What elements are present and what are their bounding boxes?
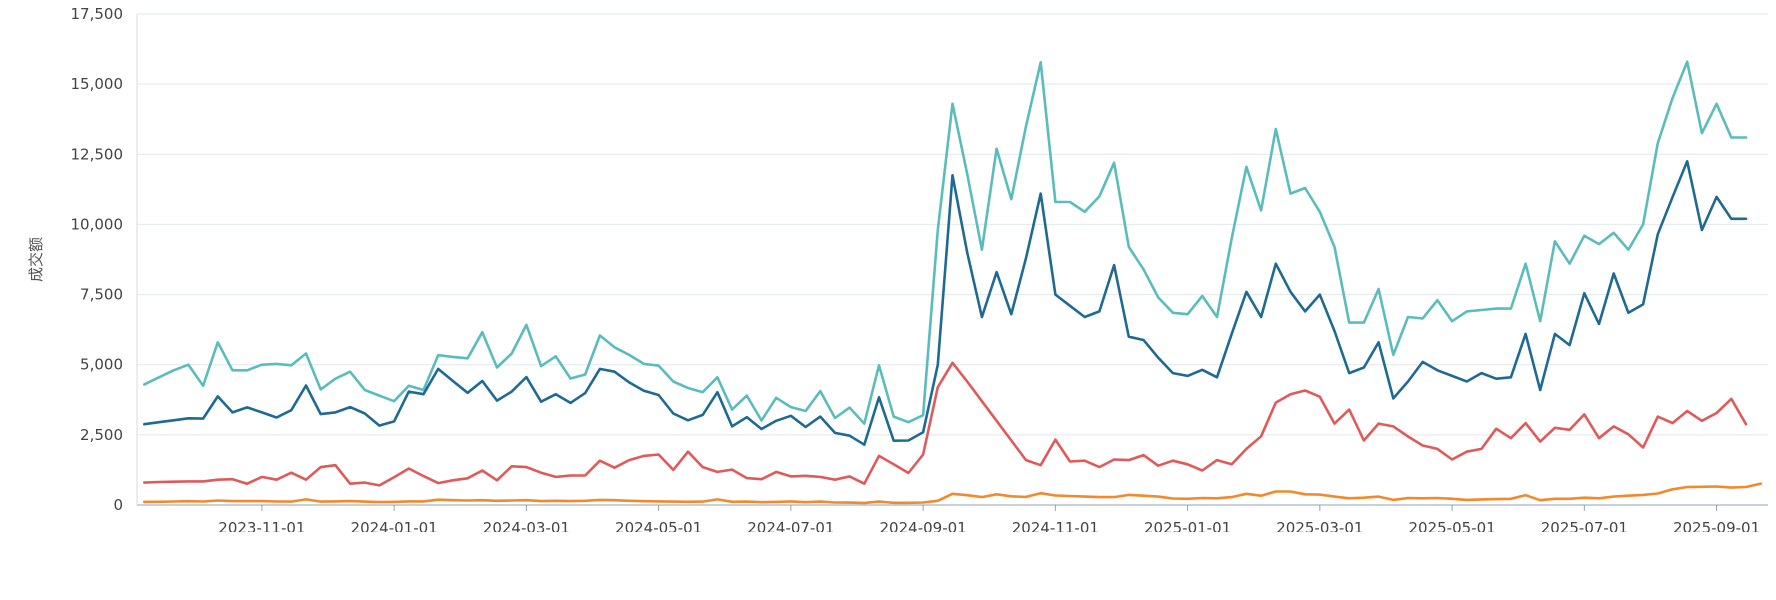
x-tick-label: 2023-11-01 (218, 519, 305, 532)
y-tick-label: 0 (113, 496, 123, 514)
x-tick-label: 2024-03-01 (483, 519, 570, 532)
y-tick-label: 15,000 (71, 75, 124, 93)
axes: 0 2,500 5,000 7,500 10,000 12,500 15,000 17,500… (27, 5, 1760, 532)
x-tick-label: 2025-09-01 (1673, 519, 1760, 532)
y-tick-label: 7,500 (80, 286, 123, 304)
y-tick-label: 17,500 (71, 5, 124, 23)
y-tick-label: 10,000 (71, 215, 124, 233)
x-tick-label: 2024-07-01 (747, 519, 834, 532)
chart-container: 0 2,500 5,000 7,500 10,000 12,500 15,000 17,500… (27, 5, 1768, 532)
series-line-3[interactable] (143, 361, 1748, 487)
series-line-1[interactable] (143, 482, 1762, 505)
x-tick-label: 2024-09-01 (880, 519, 967, 532)
series-line-2[interactable] (143, 60, 1748, 425)
line-chart: 0 2,500 5,000 7,500 10,000 12,500 15,000 17,500… (27, 5, 1768, 532)
series-line-0[interactable] (143, 160, 1748, 447)
x-tick-label: 2024-05-01 (615, 519, 702, 532)
y-tick-label: 5,000 (80, 356, 123, 374)
series-lines (143, 60, 1762, 505)
x-tick-label: 2024-01-01 (351, 519, 438, 532)
x-tick-label: 2025-03-01 (1276, 519, 1363, 532)
x-tick-label: 2024-11-01 (1012, 519, 1099, 532)
y-tick-label: 2,500 (80, 426, 123, 444)
gridlines (137, 13, 1768, 506)
x-tick-label: 2025-05-01 (1408, 519, 1495, 532)
x-tick-label: 2025-07-01 (1541, 519, 1628, 532)
y-axis-title: 成交额 (27, 237, 45, 282)
y-tick-label: 12,500 (71, 145, 124, 163)
x-tick-label: 2025-01-01 (1144, 519, 1231, 532)
